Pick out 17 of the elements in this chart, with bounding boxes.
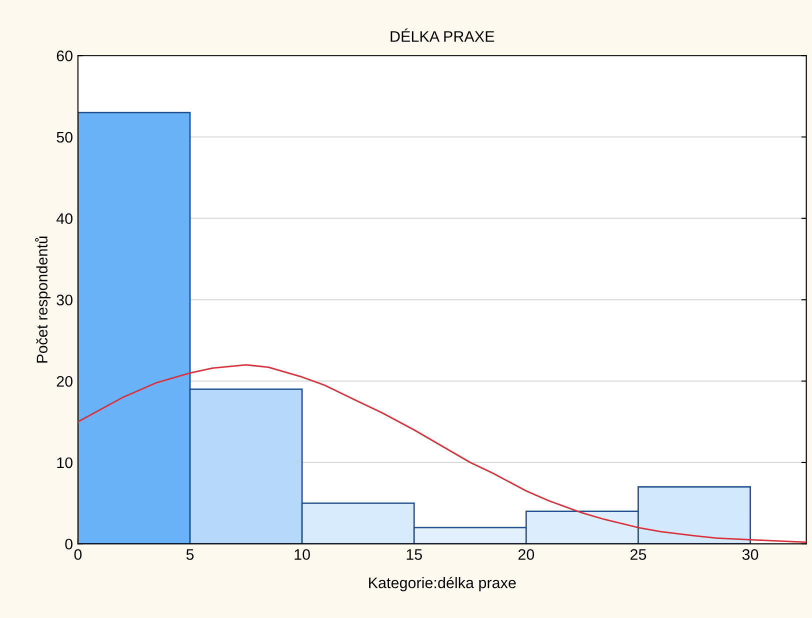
x-tick-label: 20 <box>518 549 534 560</box>
y-axis-title: Počet respondentů <box>35 236 51 363</box>
y-tick-label: 30 <box>56 294 72 306</box>
x-axis-title: Kategorie:délka praxe <box>369 576 516 592</box>
x-tick-label: 30 <box>742 549 758 560</box>
x-tick-label: 25 <box>630 549 646 560</box>
y-tick-label: 20 <box>56 376 72 387</box>
y-tick-label: 60 <box>56 50 72 62</box>
x-tick-label: 15 <box>406 549 422 560</box>
y-tick-label: 40 <box>56 213 72 224</box>
chart-title: DÉLKA PRAXE <box>390 28 494 42</box>
x-tick-label: 5 <box>186 549 194 560</box>
x-tick-label: 0 <box>74 549 82 560</box>
y-tick-label: 0 <box>65 538 72 550</box>
y-tick-label: 10 <box>57 457 72 468</box>
x-tick-label: 10 <box>294 549 310 560</box>
y-tick-label: 50 <box>56 132 72 143</box>
